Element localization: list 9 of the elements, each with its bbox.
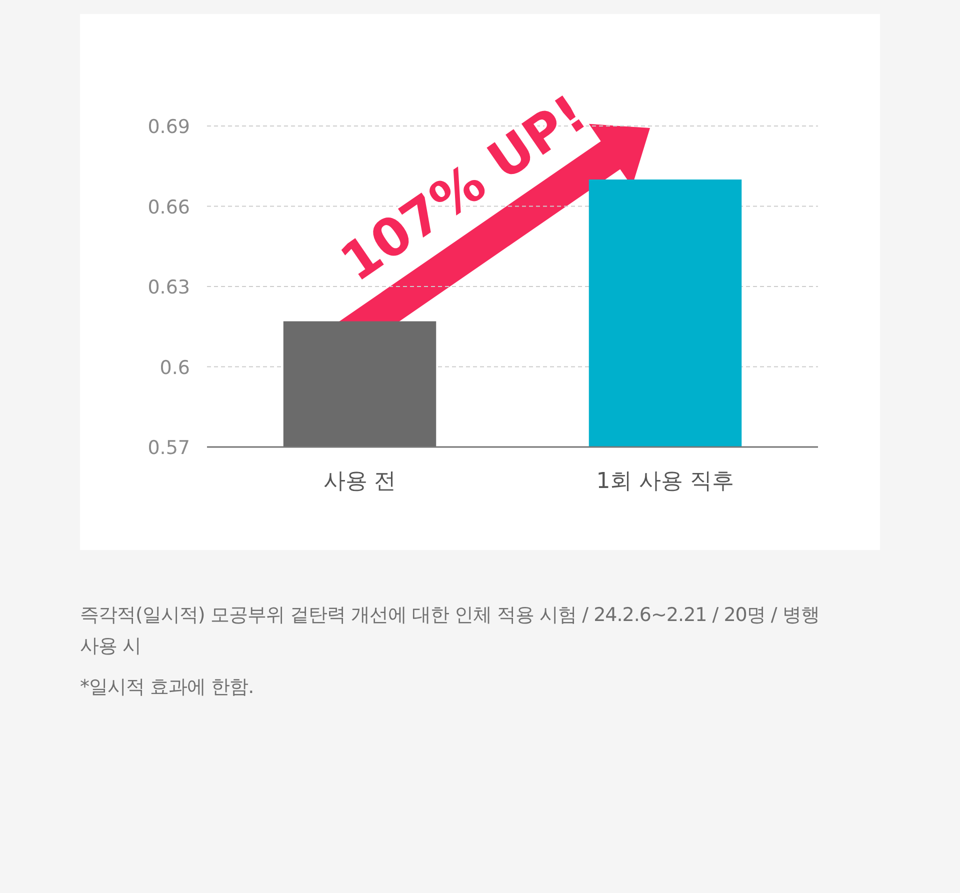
x-tick-label: 사용 전 <box>323 469 396 494</box>
y-tick-label: 0.6 <box>160 356 190 379</box>
text: *일시적 효과에 한함. <box>80 675 255 700</box>
x-tick-label: 1회 사용 직후 <box>596 469 734 494</box>
text: 즉각적(일시적) 모공부위 겉탄력 개선에 대한 인체 적용 시험 / 24.2.6~2.21 / 20명 / 병행 사용 시 <box>80 603 820 659</box>
y-tick-label: 0.57 <box>148 437 190 459</box>
y-tick-label: 0.63 <box>148 276 190 298</box>
y-tick-label: 0.69 <box>148 116 190 138</box>
y-tick-label: 0.66 <box>148 196 190 218</box>
